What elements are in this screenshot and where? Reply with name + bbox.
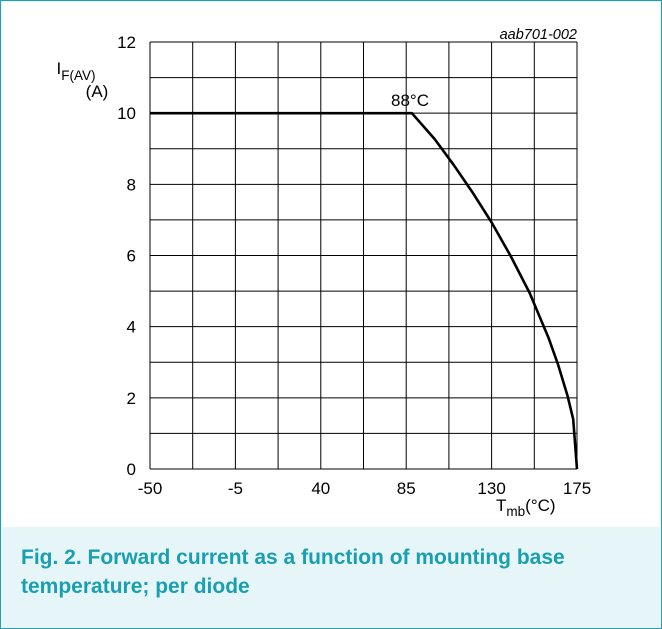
tick-labels: 0 2 4 6 8 10 12 -50 -5 40 85 130 175 — [117, 33, 591, 498]
x-tick-label: -5 — [228, 479, 243, 498]
x-tick-label: 130 — [477, 479, 505, 498]
x-axis-unit: (°C) — [525, 496, 555, 515]
chart-code: aab701-002 — [500, 27, 577, 43]
x-tick-label: 175 — [563, 479, 591, 498]
y-tick-label: 6 — [127, 247, 136, 266]
chart-panel: 0 2 4 6 8 10 12 -50 -5 40 85 130 175 aab701-002 IF(A… — [2, 2, 660, 527]
figure-caption: Fig. 2. Forward current as a function of… — [21, 543, 641, 601]
y-axis-label: IF(AV) — [57, 59, 96, 83]
series-line — [150, 111, 579, 470]
forward-current-chart: 0 2 4 6 8 10 12 -50 -5 40 85 130 175 aab701-002 IF(A… — [57, 27, 592, 519]
y-axis-subscript: F(AV) — [61, 68, 95, 83]
caption-line-1: Fig. 2. Forward current as a function of… — [21, 546, 565, 569]
y-tick-label: 8 — [127, 175, 136, 194]
x-tick-label: 85 — [397, 479, 416, 498]
y-tick-label: 12 — [117, 33, 136, 52]
x-axis-label: Tmb(°C) — [496, 496, 556, 519]
x-tick-label: 40 — [311, 479, 330, 498]
caption-line-2: temperature; per diode — [21, 575, 250, 598]
curve-layer — [150, 111, 579, 470]
y-axis-symbol: I — [57, 59, 62, 78]
y-tick-label: 0 — [127, 460, 136, 479]
y-axis-unit: (A) — [86, 82, 109, 101]
knee-annotation: 88°C — [391, 91, 429, 110]
y-tick-label: 2 — [127, 389, 136, 408]
grid — [149, 41, 578, 470]
y-tick-label: 4 — [127, 318, 136, 337]
y-tick-label: 10 — [117, 104, 136, 123]
x-axis-symbol: T — [496, 496, 506, 515]
x-tick-label: -50 — [138, 479, 163, 498]
x-axis-subscript: mb — [506, 504, 525, 519]
